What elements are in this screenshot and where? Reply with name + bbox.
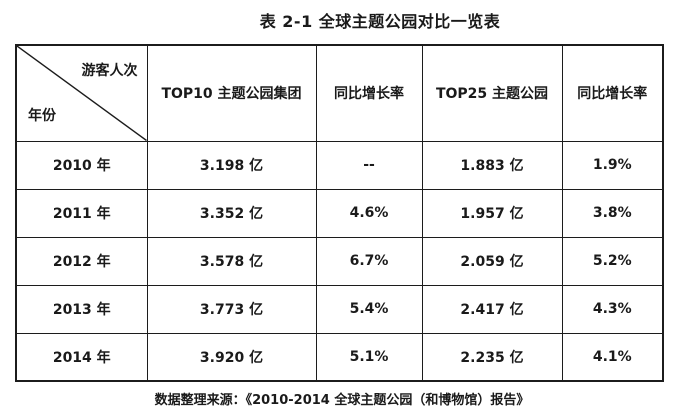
top25-growth-cell: 1.9% xyxy=(561,140,664,190)
table-row: 2010 年 3.198 亿 -- 1.883 亿 1.9% xyxy=(15,140,664,190)
top10-growth-cell: -- xyxy=(315,140,423,190)
top25-value-cell: 1.957 亿 xyxy=(421,188,563,238)
year-cell: 2014 年 xyxy=(15,332,148,382)
diagonal-line xyxy=(17,46,147,141)
theme-park-comparison-table: 游客人次 年份 TOP10 主题公园集团 同比增长率 TOP25 主题公园 同比… xyxy=(15,44,664,382)
top25-value-cell: 1.883 亿 xyxy=(421,140,563,190)
top10-value-cell: 3.198 亿 xyxy=(146,140,317,190)
page-title: 表 2-1 全球主题公园对比一览表 xyxy=(259,12,501,31)
table-row: 2013 年 3.773 亿 5.4% 2.417 亿 4.3% xyxy=(15,284,664,334)
top10-growth-cell: 4.6% xyxy=(315,188,423,238)
table-row: 2014 年 3.920 亿 5.1% 2.235 亿 4.1% xyxy=(15,332,664,382)
column-header-top25: TOP25 主题公园 xyxy=(421,44,563,142)
column-header-top25-growth: 同比增长率 xyxy=(561,44,664,142)
diagonal-header-cell: 游客人次 年份 xyxy=(15,44,148,142)
top25-growth-cell: 4.3% xyxy=(561,284,664,334)
year-cell: 2010 年 xyxy=(15,140,148,190)
top25-value-cell: 2.059 亿 xyxy=(421,236,563,286)
column-header-top10-growth: 同比增长率 xyxy=(315,44,423,142)
corner-label-visitors: 游客人次 xyxy=(81,63,138,79)
top25-growth-cell: 4.1% xyxy=(561,332,664,382)
top25-value-cell: 2.235 亿 xyxy=(421,332,563,382)
top10-growth-cell: 5.4% xyxy=(315,284,423,334)
corner-label-year: 年份 xyxy=(28,107,56,124)
table-header-row: 游客人次 年份 TOP10 主题公园集团 同比增长率 TOP25 主题公园 同比… xyxy=(15,44,664,142)
top10-growth-cell: 5.1% xyxy=(315,332,423,382)
data-source-note: 数据整理来源：《2010-2014 全球主题公园（和博物馆）报告》 xyxy=(154,393,530,408)
top10-value-cell: 3.920 亿 xyxy=(146,332,317,382)
top25-growth-cell: 3.8% xyxy=(561,188,664,238)
year-cell: 2011 年 xyxy=(15,188,148,238)
column-header-top10: TOP10 主题公园集团 xyxy=(146,44,317,142)
top25-growth-cell: 5.2% xyxy=(561,236,664,286)
top10-value-cell: 3.352 亿 xyxy=(146,188,317,238)
table-row: 2012 年 3.578 亿 6.7% 2.059 亿 5.2% xyxy=(15,236,664,286)
top10-value-cell: 3.578 亿 xyxy=(146,236,317,286)
year-cell: 2012 年 xyxy=(15,236,148,286)
year-cell: 2013 年 xyxy=(15,284,148,334)
table-row: 2011 年 3.352 亿 4.6% 1.957 亿 3.8% xyxy=(15,188,664,238)
top10-value-cell: 3.773 亿 xyxy=(146,284,317,334)
top25-value-cell: 2.417 亿 xyxy=(421,284,563,334)
top10-growth-cell: 6.7% xyxy=(315,236,423,286)
